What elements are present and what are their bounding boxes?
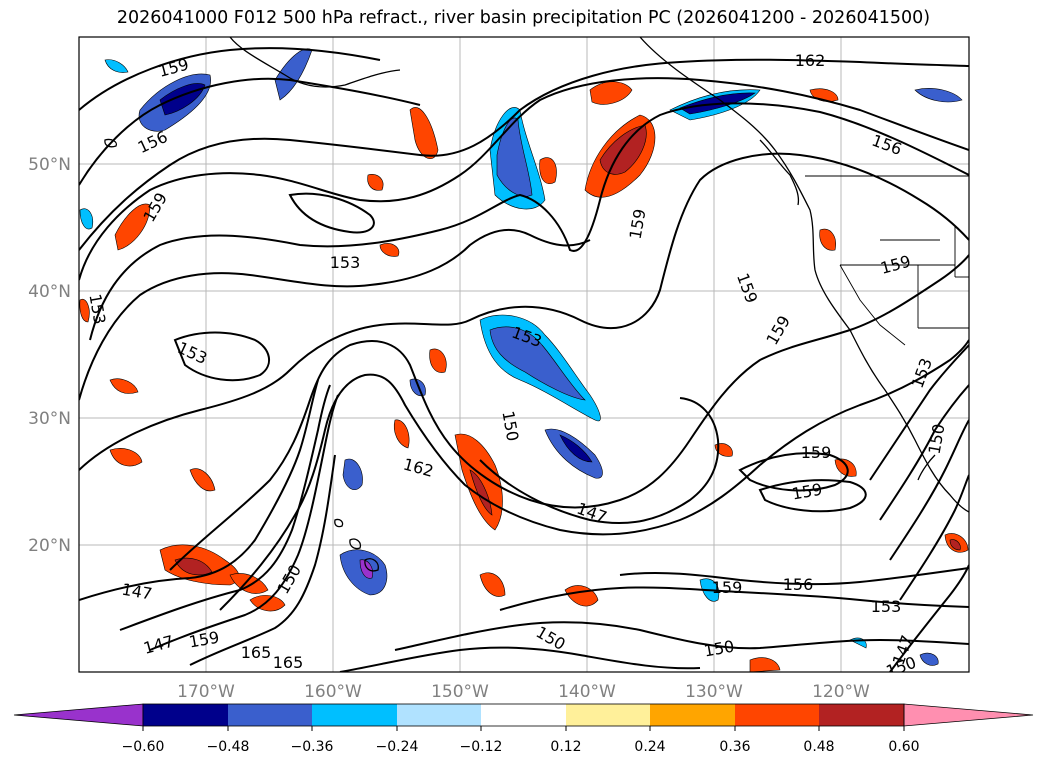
map-frame xyxy=(78,36,970,673)
contour-label: 159 xyxy=(801,443,832,462)
positive-anomaly-fills xyxy=(79,81,969,672)
lat-label: 30°N xyxy=(28,409,71,429)
colorbar-tick-label: −0.12 xyxy=(460,739,503,755)
colorbar: −0.60 −0.48 −0.36 −0.24 −0.12 0.12 0.24 … xyxy=(13,703,1034,755)
colorbar-tick-label: 0.36 xyxy=(719,739,750,755)
lon-label: 140°W xyxy=(558,682,616,702)
latitude-labels: 50°N 40°N 30°N 20°N xyxy=(28,155,71,556)
contour-label: 153 xyxy=(871,597,902,616)
lon-label: 160°W xyxy=(304,682,362,702)
colorbar-tick-label: 0.48 xyxy=(803,739,834,755)
lat-label: 50°N xyxy=(28,155,71,175)
geopotential-contours xyxy=(79,47,969,672)
colorbar-bin xyxy=(143,704,228,726)
lon-label: 120°W xyxy=(812,682,870,702)
lat-label: 20°N xyxy=(28,536,71,556)
contour-label: 156 xyxy=(783,575,814,594)
coastlines xyxy=(104,37,969,572)
lon-label: 130°W xyxy=(685,682,743,702)
colorbar-bin xyxy=(650,704,735,726)
lon-label: 150°W xyxy=(431,682,489,702)
colorbar-bin xyxy=(566,704,650,726)
colorbar-bin xyxy=(819,704,904,726)
colorbar-bin xyxy=(312,704,397,726)
contour-label: 165 xyxy=(241,643,272,662)
colorbar-bin xyxy=(228,704,312,726)
contour-label: 153 xyxy=(330,253,361,272)
colorbar-bin xyxy=(735,704,819,726)
contour-label: 159 xyxy=(712,578,743,597)
colorbar-left-extension xyxy=(13,703,144,727)
colorbar-tick-label: 0.24 xyxy=(634,739,665,755)
lat-label: 40°N xyxy=(28,282,71,302)
colorbar-tick-label: −0.24 xyxy=(376,739,419,755)
colorbar-right-extension xyxy=(903,703,1034,727)
colorbar-bin xyxy=(481,704,566,726)
longitude-labels: 170°W 160°W 150°W 140°W 130°W 120°W xyxy=(177,682,870,702)
contour-label: 165 xyxy=(273,653,304,672)
colorbar-tick-label: 0.60 xyxy=(888,739,919,755)
contour-label: 162 xyxy=(795,51,826,70)
map-title: 2026041000 F012 500 hPa refract., river … xyxy=(116,8,931,28)
colorbar-bin xyxy=(397,704,481,726)
colorbar-tick-label: −0.48 xyxy=(207,739,250,755)
colorbar-frame xyxy=(142,703,905,727)
colorbar-tick-label: −0.60 xyxy=(122,739,165,755)
borders xyxy=(805,175,969,346)
colorbar-tick-label: −0.36 xyxy=(291,739,334,755)
colorbar-tick-label: 0.12 xyxy=(550,739,581,755)
lon-label: 170°W xyxy=(177,682,235,702)
